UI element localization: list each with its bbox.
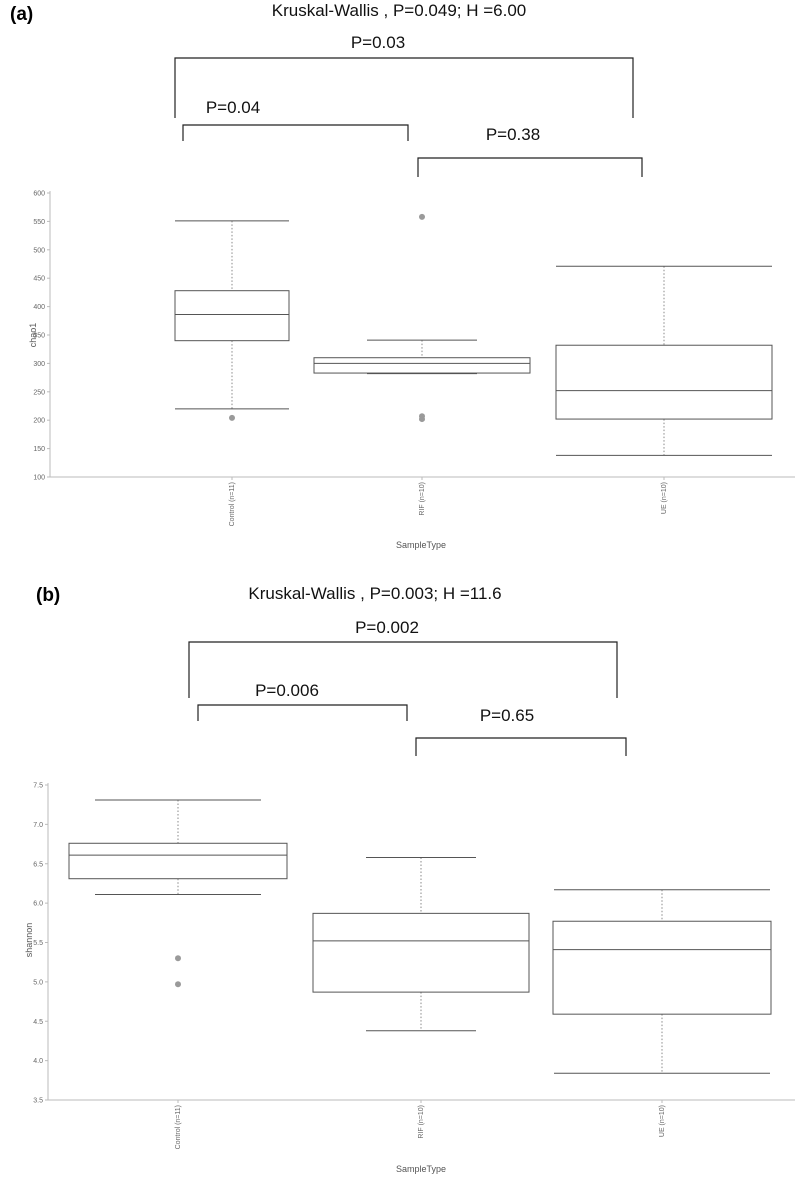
outlier-point: [229, 414, 235, 421]
y-tick-label: 6.5: [33, 861, 43, 868]
x-tick-label: RIF (n=10): [418, 1105, 425, 1139]
box-iqr: [555, 344, 773, 420]
comparison-bracket: [417, 157, 643, 177]
box-iqr: [68, 842, 288, 880]
y-tick-label: 600: [33, 191, 45, 198]
panel-a-label: (a): [10, 4, 33, 25]
panel-b-title: Kruskal-Wallis , P=0.003; H =11.6: [248, 584, 501, 603]
x-tick-label: UE (n=10): [661, 482, 668, 514]
y-tick-label: 550: [33, 219, 45, 226]
box-iqr: [174, 290, 290, 342]
comparison-p-value: P=0.04: [206, 98, 260, 117]
outlier-point: [419, 213, 425, 220]
y-tick-label: 500: [33, 247, 45, 254]
y-tick-label: 5.0: [33, 979, 43, 986]
outlier-point: [419, 416, 425, 423]
comparison-p-value: P=0.65: [480, 706, 534, 725]
x-tick-label: RIF (n=10): [419, 482, 426, 516]
y-tick-label: 6.0: [33, 901, 43, 908]
panel-b-label: (b): [36, 585, 60, 606]
panel-a-title: Kruskal-Wallis , P=0.049; H =6.00: [272, 1, 527, 20]
y-tick-label: 4.5: [33, 1019, 43, 1026]
y-tick-label: 7.0: [33, 822, 43, 829]
outlier-point: [175, 955, 181, 962]
comparison-bracket: [174, 57, 634, 118]
comparison-p-value: P=0.38: [486, 125, 540, 144]
outlier-point: [175, 981, 181, 988]
y-tick-label: 4.0: [33, 1058, 43, 1065]
y-tick-label: 250: [33, 389, 45, 396]
comparison-bracket: [197, 704, 408, 721]
y-tick-label: 450: [33, 276, 45, 283]
box-iqr: [312, 912, 530, 993]
x-tick-label: Control (n=11): [175, 1105, 182, 1149]
x-axis-label: SampleType: [396, 540, 446, 550]
comparison-bracket: [182, 124, 409, 141]
y-tick-label: 3.5: [33, 1098, 43, 1105]
comparison-bracket: [415, 737, 627, 756]
y-tick-label: 400: [33, 304, 45, 311]
comparison-bracket: [188, 641, 618, 698]
comparison-p-value: P=0.03: [351, 33, 405, 52]
box-iqr: [552, 920, 772, 1015]
comparison-p-value: P=0.002: [355, 618, 419, 637]
box-iqr: [313, 357, 531, 374]
y-tick-label: 300: [33, 361, 45, 368]
panel-b-chart: P=0.002 P=0.006 P=0.65 3.5 4.0 4.5 5.0 5.5 6.0 6.…: [24, 618, 795, 1174]
y-axis-label: chao1: [28, 323, 38, 348]
y-tick-label: 100: [33, 475, 45, 482]
y-axis-label: shannon: [24, 923, 34, 958]
y-tick-label: 7.5: [33, 783, 43, 790]
x-axis-label: SampleType: [396, 1164, 446, 1174]
x-tick-label: Control (n=11): [229, 482, 236, 526]
panel-a-chart: P=0.03 P=0.04 P=0.38 100 150 200 250 300 350 400 4…: [28, 33, 795, 550]
x-tick-label: UE (n=10): [659, 1105, 666, 1137]
y-tick-label: 200: [33, 418, 45, 425]
y-tick-label: 350: [33, 333, 45, 340]
y-tick-label: 5.5: [33, 940, 43, 947]
y-tick-label: 150: [33, 446, 45, 453]
comparison-p-value: P=0.006: [255, 681, 319, 700]
